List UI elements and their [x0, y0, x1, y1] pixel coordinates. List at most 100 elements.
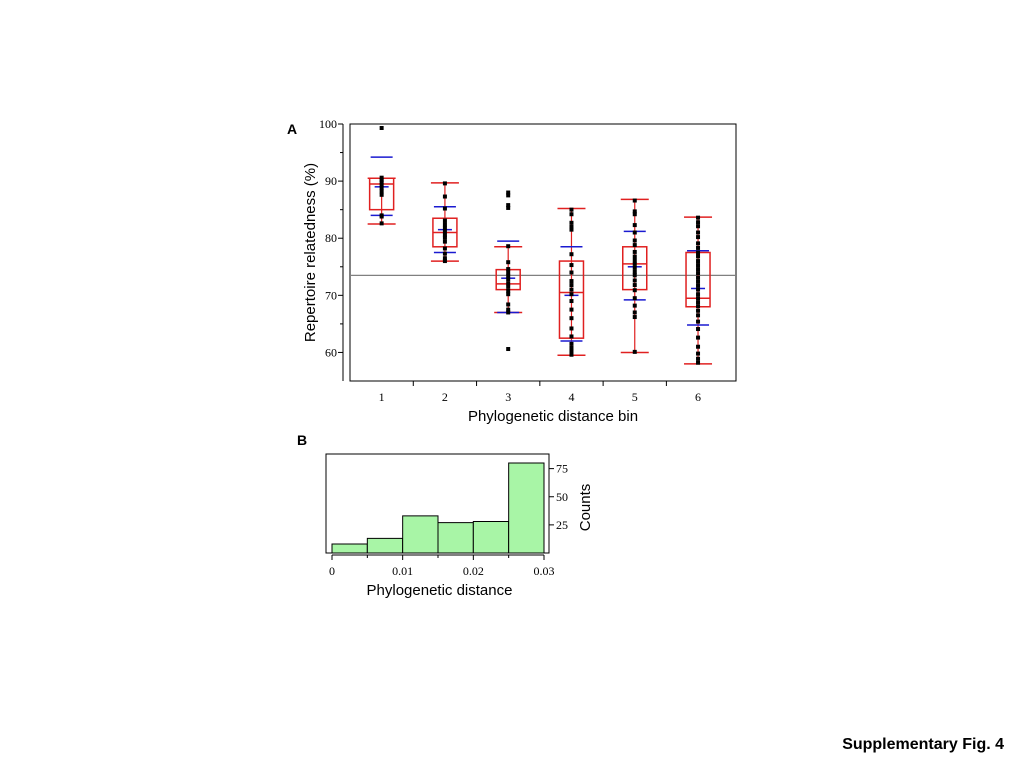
data-point — [506, 270, 511, 275]
data-point — [632, 243, 637, 248]
data-point — [696, 335, 701, 340]
panel-a-y-axis-title: Repertoire relatedness (%) — [302, 163, 319, 342]
data-point — [696, 235, 701, 240]
data-point — [696, 275, 701, 280]
panel-a-box-bin-5 — [620, 198, 649, 354]
panel-a-y-tick-label: 100 — [319, 117, 337, 131]
panel-b-x-tick-label: 0.01 — [392, 564, 413, 578]
data-point — [379, 214, 384, 219]
panel-a-box-bin-4 — [557, 207, 586, 357]
panel-a-y-tick-label: 90 — [325, 174, 337, 188]
panel-a-letter: A — [287, 121, 297, 137]
panel-a-x-axis-title: Phylogenetic distance bin — [468, 408, 638, 425]
data-point — [632, 303, 637, 308]
data-point — [632, 278, 637, 283]
data-point — [696, 259, 701, 264]
figure-caption: Supplementary Fig. 4 — [842, 736, 1004, 753]
data-point — [632, 258, 637, 263]
data-point — [696, 215, 701, 220]
data-point — [379, 185, 384, 190]
panel-b-x-tick-label: 0 — [329, 564, 335, 578]
panel-b-x-axis-title: Phylogenetic distance — [367, 582, 513, 599]
panel-a-y-ticks: 60 70 80 90 100 — [319, 117, 343, 359]
data-point — [442, 181, 447, 186]
panel-a-box-bin-3 — [494, 190, 523, 352]
data-point — [442, 225, 447, 230]
data-point — [569, 224, 574, 229]
data-point — [442, 246, 447, 251]
data-point — [506, 190, 511, 195]
data-point — [632, 198, 637, 203]
data-point — [696, 283, 701, 288]
data-point — [569, 220, 574, 225]
data-point — [506, 244, 511, 249]
data-point — [569, 212, 574, 217]
data-point — [696, 327, 701, 332]
panel-b-bars — [331, 462, 545, 554]
histogram-bar — [366, 537, 404, 554]
panel-a-x-tick-label: 4 — [568, 390, 574, 404]
histogram-bar — [508, 462, 545, 554]
panel-a-box-bin-2 — [430, 181, 459, 264]
histogram-bar — [402, 515, 439, 554]
data-point — [506, 281, 511, 286]
data-point — [506, 307, 511, 312]
data-point — [506, 302, 511, 307]
histogram-bar — [437, 522, 474, 554]
data-point — [506, 277, 511, 282]
data-point — [632, 212, 637, 217]
histogram-bar — [331, 543, 368, 554]
data-point — [442, 206, 447, 211]
data-point — [632, 230, 637, 235]
panel-b-y-tick-label: 25 — [556, 518, 568, 532]
data-point — [442, 239, 447, 244]
panel-a-x-tick-label: 1 — [379, 390, 385, 404]
panel-a-boxes — [367, 125, 713, 365]
data-point — [569, 270, 574, 275]
data-point — [696, 360, 701, 365]
data-point — [696, 304, 701, 309]
data-point — [696, 224, 701, 229]
data-point — [696, 263, 701, 268]
data-point — [632, 296, 637, 301]
data-point — [569, 352, 574, 357]
data-point — [632, 238, 637, 243]
data-point — [506, 205, 511, 210]
histogram-bar — [472, 521, 510, 554]
data-point — [569, 287, 574, 292]
data-point — [696, 271, 701, 276]
data-point — [632, 273, 637, 278]
data-point — [569, 316, 574, 321]
data-point — [632, 288, 637, 293]
data-point — [632, 249, 637, 254]
data-point — [696, 351, 701, 356]
panel-b-x-tick-label: 0.02 — [463, 564, 484, 578]
panel-a-x-tick-label: 6 — [695, 390, 701, 404]
data-point — [569, 207, 574, 212]
panel-a-box-bin-1 — [367, 125, 396, 226]
data-point — [632, 223, 637, 228]
data-point — [442, 232, 447, 237]
data-point — [569, 279, 574, 284]
data-point — [442, 251, 447, 256]
data-point — [696, 267, 701, 272]
data-point — [442, 259, 447, 264]
data-point — [379, 180, 384, 185]
data-point — [379, 192, 384, 197]
data-point — [379, 177, 384, 182]
panel-a-x-tick-label: 2 — [442, 390, 448, 404]
data-point — [506, 260, 511, 265]
data-point — [696, 254, 701, 259]
data-point — [569, 326, 574, 331]
panel-a-x-tick-label: 5 — [632, 390, 638, 404]
data-point — [696, 356, 701, 361]
panel-b-letter: B — [297, 432, 307, 448]
data-point — [632, 283, 637, 288]
data-point — [632, 265, 637, 270]
panel-a-x-ticks: 1 2 3 4 5 6 — [379, 381, 701, 404]
data-point — [632, 261, 637, 266]
data-point — [379, 183, 384, 188]
data-point — [632, 310, 637, 315]
data-point — [632, 269, 637, 274]
data-point — [506, 203, 511, 208]
